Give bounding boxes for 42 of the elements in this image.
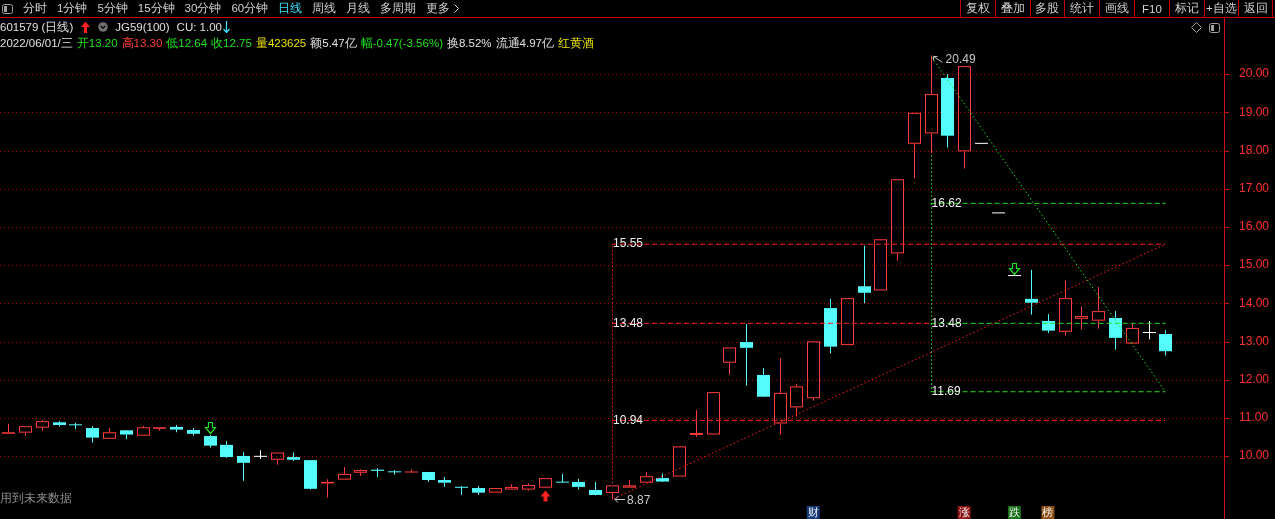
text: 月线 (346, 1, 371, 16)
text: 分时 (23, 1, 47, 16)
annotation: 量423625 (255, 35, 307, 51)
annotation: 红黄酒 (557, 35, 594, 51)
y-tick-label: 10.00 (1239, 448, 1270, 463)
y-tick-label: 17.00 (1239, 180, 1270, 195)
text: 更多 (426, 1, 451, 16)
annotation: 流通4.97亿 (495, 35, 554, 51)
text: 日线 (278, 1, 303, 16)
text: 60分钟 (231, 1, 269, 16)
y-tick-label: 13.00 (1239, 333, 1270, 348)
data-label: 13.48 (931, 315, 962, 330)
text: 15分钟 (137, 1, 175, 16)
annotation: CU: 1.00 (176, 21, 222, 33)
y-tick-label: 11.00 (1239, 410, 1269, 425)
y-tick-label: 12.00 (1239, 372, 1270, 387)
annotation: 收12.75 (211, 35, 252, 51)
text: 周线 (312, 1, 337, 16)
y-tick-label: 20.00 (1239, 66, 1270, 81)
y-tick-label: 19.00 (1239, 104, 1270, 119)
annotation: 开13.20 (76, 35, 118, 51)
annotation: 2022/06/01/三 (0, 35, 73, 51)
data-label: 11.69 (931, 383, 962, 398)
text: 30分钟 (184, 1, 222, 16)
data-label: 16.62 (931, 195, 962, 210)
annotation: 幅-0.47(-3.56%) (360, 35, 443, 51)
annotation: 换8.52% (446, 35, 492, 51)
annotation: 低12.64 (166, 35, 208, 51)
y-tick-label: 14.00 (1239, 295, 1270, 310)
chart-title: 601579 (日线) (0, 19, 74, 35)
text: 多周期 (380, 1, 417, 16)
annotation: 用到未来数据 (0, 491, 72, 506)
text: 1分钟 (57, 1, 88, 16)
text: 5分钟 (97, 1, 128, 16)
annotation: 8.87 (627, 492, 651, 507)
y-tick-label: 16.00 (1239, 219, 1270, 234)
y-tick-label: 15.00 (1239, 257, 1270, 272)
annotation: 高13.30 (121, 35, 163, 51)
y-tick-label: 18.00 (1239, 142, 1270, 157)
annotation: JG59(100) (115, 21, 170, 33)
annotation: 20.49 (945, 51, 976, 66)
annotation: 额5.47亿 (310, 35, 357, 51)
